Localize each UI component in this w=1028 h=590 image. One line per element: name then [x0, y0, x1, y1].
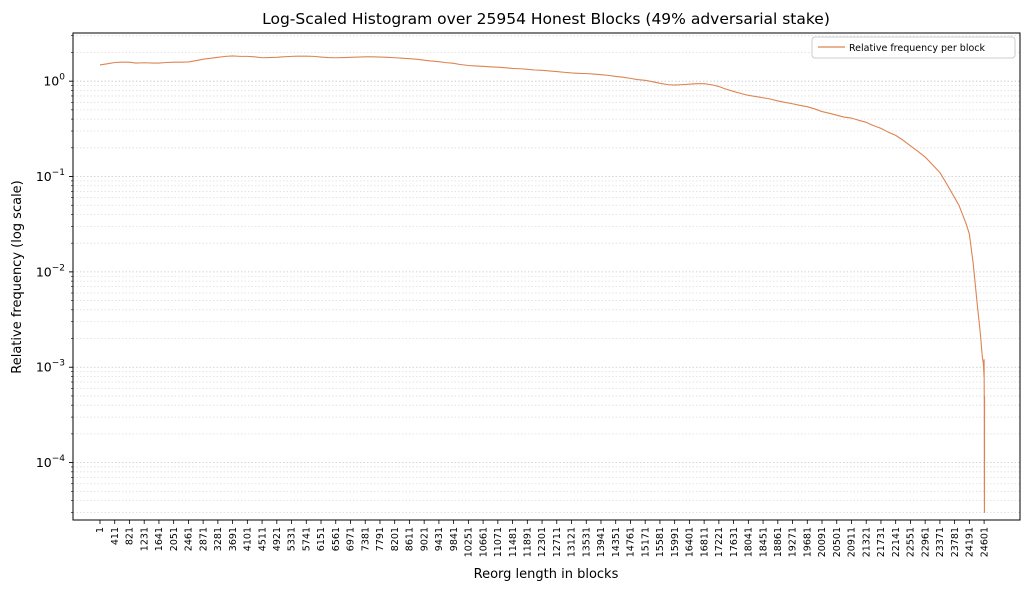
y-tick-label: 10−1 [36, 168, 65, 184]
x-tick-label: 23781 [950, 527, 961, 557]
x-tick-label: 1641 [154, 527, 165, 551]
x-tick-label: 4101 [243, 527, 254, 551]
x-tick-label: 10251 [464, 527, 475, 557]
x-tick-label: 6971 [346, 527, 357, 551]
x-tick-label: 9431 [434, 527, 445, 551]
y-axis: 100 10−1 10−2 10−3 10−4 [36, 35, 73, 513]
x-tick-label: 22141 [891, 527, 902, 557]
x-tick-label: 20911 [847, 527, 858, 557]
x-tick-label: 15581 [655, 527, 666, 557]
y-tick-label: 10−3 [36, 359, 65, 375]
x-tick-label: 24191 [965, 527, 976, 557]
x-axis: 1 411 821 1231 1641 2051 2461 2871 3281 3691 4101 4… [95, 520, 990, 557]
y-tick-label: 10−2 [36, 263, 65, 279]
x-tick-label: 13941 [596, 527, 607, 557]
x-tick-label: 9841 [449, 527, 460, 551]
x-tick-label: 14351 [611, 527, 622, 557]
x-tick-label: 16401 [685, 527, 696, 557]
x-tick-label: 16811 [699, 527, 710, 557]
x-tick-label: 8611 [405, 527, 416, 551]
x-tick-label: 1 [95, 527, 106, 533]
x-axis-label: Reorg length in blocks [474, 567, 619, 582]
x-tick-label: 20501 [832, 527, 843, 557]
x-tick-label: 6561 [331, 527, 342, 551]
x-tick-label: 14761 [626, 527, 637, 557]
x-tick-label: 5331 [287, 527, 298, 551]
x-tick-label: 5741 [301, 527, 312, 551]
y-tick-label: 100 [43, 73, 65, 89]
x-tick-label: 22551 [906, 527, 917, 557]
x-tick-label: 18861 [773, 527, 784, 557]
grid-lines [73, 35, 1020, 513]
x-tick-label: 10661 [478, 527, 489, 557]
x-tick-label: 1231 [139, 527, 150, 551]
x-tick-label: 411 [110, 527, 121, 545]
x-tick-label: 7381 [360, 527, 371, 551]
x-tick-label: 17631 [729, 527, 740, 557]
x-tick-label: 3691 [228, 527, 239, 551]
x-tick-label: 3281 [213, 527, 224, 551]
x-tick-label: 19271 [788, 527, 799, 557]
x-tick-label: 21731 [876, 527, 887, 557]
series-line-relative-frequency [99, 55, 986, 514]
x-tick-label: 821 [125, 527, 136, 545]
x-tick-label: 2461 [184, 527, 195, 551]
x-tick-label: 21321 [861, 527, 872, 557]
x-tick-label: 9021 [419, 527, 430, 551]
x-tick-label: 22961 [920, 527, 931, 557]
x-tick-label: 18041 [744, 527, 755, 557]
legend-label: Relative frequency per block [849, 43, 986, 54]
x-tick-label: 18451 [758, 527, 769, 557]
x-tick-label: 4921 [272, 527, 283, 551]
x-tick-label: 13121 [567, 527, 578, 557]
y-tick-label: 10−4 [36, 454, 65, 470]
x-tick-label: 8201 [390, 527, 401, 551]
x-tick-label: 15171 [640, 527, 651, 557]
x-tick-label: 15991 [670, 527, 681, 557]
x-tick-label: 12711 [552, 527, 563, 557]
x-tick-label: 13531 [581, 527, 592, 557]
x-tick-label: 24601 [979, 527, 990, 557]
legend: Relative frequency per block [811, 36, 1016, 59]
x-tick-label: 11481 [508, 527, 519, 557]
x-tick-label: 23371 [935, 527, 946, 557]
legend-box [811, 36, 1016, 59]
x-tick-label: 12301 [537, 527, 548, 557]
x-tick-label: 17221 [714, 527, 725, 557]
x-tick-label: 19681 [802, 527, 813, 557]
x-tick-label: 11891 [523, 527, 534, 557]
x-tick-label: 4511 [257, 527, 268, 551]
chart-title: Log-Scaled Histogram over 25954 Honest B… [262, 10, 830, 28]
x-tick-label: 11071 [493, 527, 504, 557]
x-tick-label: 2871 [198, 527, 209, 551]
x-tick-label: 6151 [316, 527, 327, 551]
y-axis-label: Relative frequency (log scale) [10, 180, 25, 373]
x-tick-label: 20091 [817, 527, 828, 557]
x-tick-label: 7791 [375, 527, 386, 551]
x-tick-label: 2051 [169, 527, 180, 551]
